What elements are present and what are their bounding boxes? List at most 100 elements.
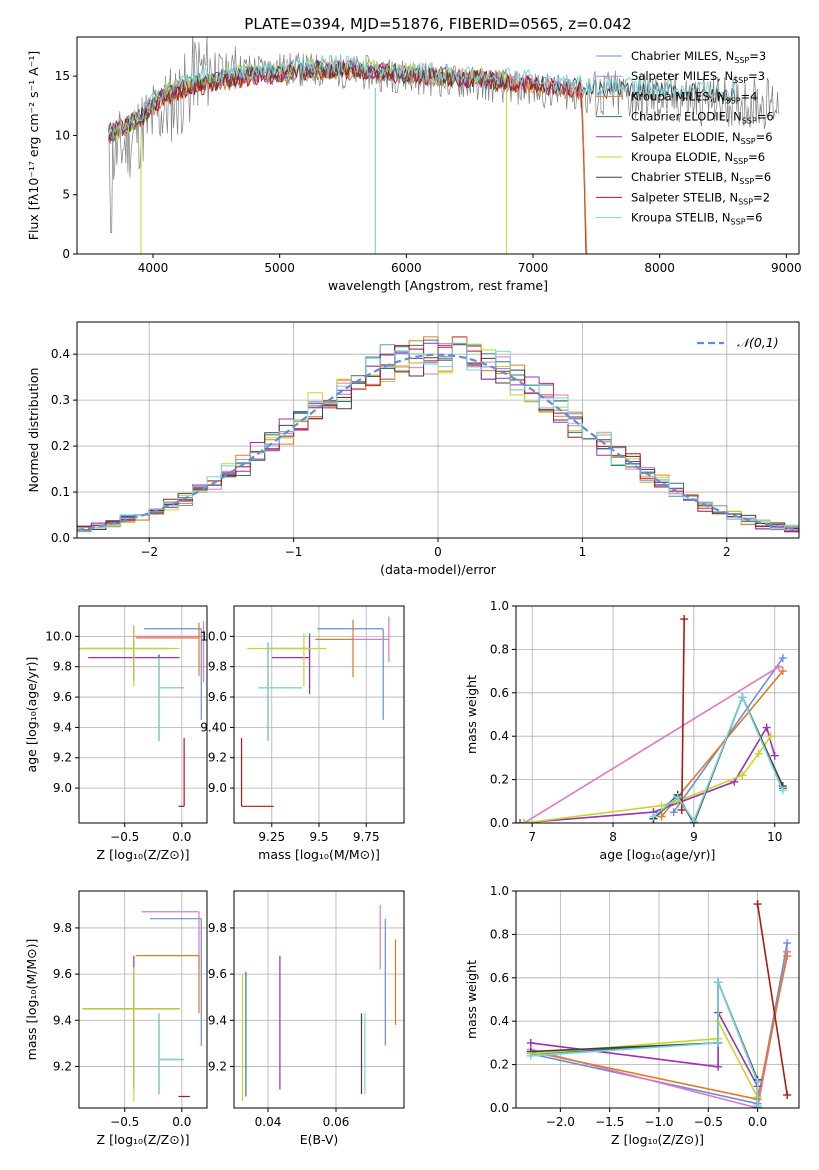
x-tick-label: −2.0: [546, 1115, 575, 1129]
axes-frame-massweight_vs_age: [515, 605, 800, 824]
errorbar-SM: [141, 911, 200, 970]
axes-frame-mass_vs_Z: [78, 890, 208, 1109]
errorbar-CM: [149, 918, 202, 1046]
y-tick-label: 9.0: [53, 781, 72, 795]
y-tick-label: 9.2: [208, 751, 227, 765]
axes-frame-massweight_vs_Z: [515, 890, 800, 1109]
y-tick-label: 0.0: [490, 816, 509, 830]
marker-KS: [689, 816, 698, 823]
panel-spectrum: Chabrier MILES, NSSP=3 Salpeter MILES, NS…: [26, 36, 802, 293]
marker-KS: [673, 792, 682, 801]
normal-curve: [77, 353, 799, 531]
plot-area-mass_vs_Z: [82, 911, 202, 1102]
cutoff-SS: [580, 92, 587, 254]
marker-CM: [778, 654, 787, 663]
marker-KE: [754, 749, 763, 758]
figure-title: PLATE=0394, MJD=51876, FIBERID=0565, z=0…: [244, 15, 631, 33]
x-tick-label: 9.25: [258, 830, 285, 844]
y-tick-label: 0.3: [51, 393, 70, 407]
x-tick-label: 9.75: [353, 830, 380, 844]
y-axis-label: Normed distribution: [26, 368, 41, 493]
panel-residuals: 𝒩(0,1) −2 −1 0 1 2 0.0 0.1 0.2 0.3 0.4 (data-model)…: [26, 321, 800, 577]
x-tick-label: 0.0: [748, 1115, 767, 1129]
errorbar-KS: [158, 1013, 185, 1095]
x-tick-label: 7000: [518, 261, 549, 275]
x-tick-label: −0.5: [110, 1115, 139, 1129]
marker-CM: [783, 939, 792, 948]
x-tick-label: 2: [723, 545, 731, 559]
plot-area-residuals: [77, 336, 799, 538]
model-spectrum-KS: [108, 54, 736, 135]
legend-label-SE: Salpeter ELODIE, NSSP=6: [631, 130, 773, 146]
y-tick-label: 0.2: [490, 1058, 509, 1072]
marker-KS: [714, 1038, 723, 1047]
errorbar-SE: [271, 637, 311, 688]
marker-KS: [753, 1077, 762, 1086]
y-tick-label: 9.6: [53, 690, 72, 704]
axes-frame-spectrum: [76, 36, 800, 255]
marker-CM: [669, 808, 678, 817]
errorbar-CM: [144, 628, 202, 720]
x-tick-label: 0.04: [255, 1115, 282, 1129]
x-axis-label: age [log₁₀(age/yr)]: [600, 847, 716, 862]
y-tick-label: 9.2: [53, 1059, 72, 1073]
x-tick-label: 8: [609, 830, 617, 844]
errorbar-CM: [317, 628, 384, 720]
legend-label-SM: Salpeter MILES, NSSP=3: [631, 69, 765, 85]
errorbar-CS: [158, 1013, 182, 1095]
y-tick-label: 0.8: [490, 642, 509, 656]
marker-KS: [753, 1101, 762, 1108]
marker-SS: [783, 1090, 792, 1099]
x-axis-label: Z [log₁₀(Z/Z⊙)]: [97, 1132, 190, 1147]
y-tick-label: 0.0: [51, 531, 70, 545]
x-axis-label: (data-model)/error: [380, 562, 497, 577]
cutoff-KM: [581, 95, 588, 254]
y-tick-label: 9.8: [208, 660, 227, 674]
y-axis-label: mass weight: [464, 960, 479, 1039]
marker-KS: [649, 812, 658, 821]
legend-spectrum: Chabrier MILES, NSSP=3 Salpeter MILES, NS…: [596, 49, 774, 227]
weight-line-SM: [523, 666, 780, 823]
x-tick-label: −0.5: [110, 830, 139, 844]
errorbar-KE: [82, 967, 180, 1102]
x-tick-label: −1.0: [644, 1115, 673, 1129]
errorbar-SM: [351, 616, 390, 663]
marker-KM: [783, 952, 792, 961]
x-axis-label: wavelength [Angstrom, rest frame]: [328, 278, 548, 293]
x-tick-label: 0.06: [323, 1115, 350, 1129]
y-tick-label: 9.8: [53, 660, 72, 674]
plot-area-massweight_vs_Z: [526, 900, 792, 1108]
legend-label-CE: Chabrier ELODIE, NSSP=6: [631, 110, 774, 126]
y-tick-label: 0.4: [490, 729, 509, 743]
legend-label-normal: 𝒩(0,1): [737, 335, 779, 350]
x-axis-label: Z [log₁₀(Z/Z⊙)]: [97, 847, 190, 862]
marker-SE: [714, 1062, 723, 1071]
y-tick-label: 9.6: [208, 690, 227, 704]
x-tick-label: −0.5: [694, 1115, 723, 1129]
legend-label-CM: Chabrier MILES, NSSP=3: [631, 49, 766, 65]
marker-SE: [762, 723, 771, 732]
y-tick-label: 0.0: [490, 1101, 509, 1115]
marker-KS: [738, 693, 747, 702]
y-tick-label: 10.0: [200, 629, 227, 643]
y-tick-label: 1.0: [490, 599, 509, 613]
panel-age_vs_mass: 9.25 9.5 9.75 9.0 9.2 9.40 9.6 9.8 10.0 mass [log…: [200, 605, 405, 862]
legend-label-KS: Kroupa STELIB, NSSP=6: [631, 211, 762, 227]
y-tick-label: 0.6: [490, 686, 509, 700]
marker-SE: [770, 751, 779, 760]
x-tick-label: −2: [140, 545, 158, 559]
errorbar-KS: [258, 642, 302, 742]
y-tick-label: 1.0: [490, 884, 509, 898]
y-tick-label: 0.2: [51, 439, 70, 453]
legend-label-KM: Kroupa MILES, NSSP=4: [631, 89, 757, 105]
x-tick-label: 1: [579, 545, 587, 559]
marker-KM: [657, 812, 666, 821]
errorbar-KM: [136, 622, 200, 676]
y-tick-label: 9.8: [208, 921, 227, 935]
hist-KS: [77, 342, 799, 538]
errorbar-KE: [247, 633, 327, 687]
weight-line-KE: [523, 735, 772, 823]
x-tick-label: 10: [767, 830, 782, 844]
y-tick-label: 0.6: [490, 971, 509, 985]
